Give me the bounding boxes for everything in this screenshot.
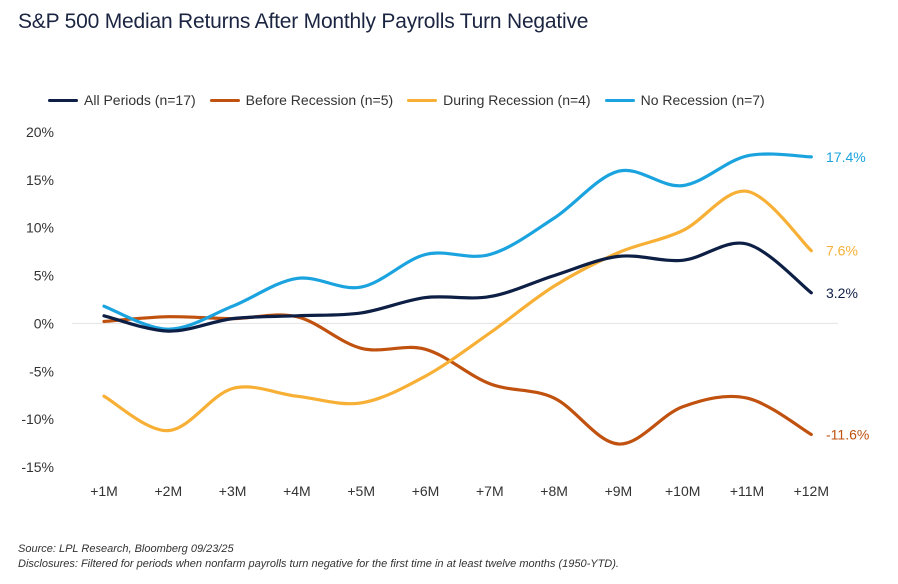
legend-swatch [209, 98, 240, 102]
x-tick-label: +8M [540, 483, 568, 499]
line-chart: 20% 15% 10% 5% 0% -5% -10% -15% +1M +2M +3M +4M +5M +… [21, 124, 869, 499]
y-tick-label: -5% [29, 363, 54, 379]
x-tick-label: +10M [665, 483, 700, 499]
legend-swatch [48, 98, 78, 102]
x-tick-label: +3M [219, 483, 247, 499]
end-value-label: -11.6% [826, 426, 869, 442]
y-tick-label: 20% [26, 124, 54, 140]
x-tick-label: +7M [476, 483, 504, 499]
series-line-1 [102, 313, 813, 446]
series-line-0 [102, 241, 813, 333]
end-value-label: 7.6% [826, 243, 858, 259]
disclosures-note: Disclosures: Filtered for periods when n… [18, 558, 619, 570]
legend-swatch [407, 98, 438, 102]
series-line-3 [102, 152, 813, 331]
legend: All Periods (n=17) Before Recession (n=5)… [48, 92, 765, 108]
y-tick-label: 5% [34, 268, 54, 284]
x-tick-label: +6M [412, 483, 440, 499]
y-tick-label: 10% [26, 220, 54, 236]
x-tick-label: +2M [154, 483, 182, 499]
y-tick-label: -15% [21, 459, 54, 475]
legend-item: Before Recession (n=5) [209, 92, 394, 108]
end-value-label: 3.2% [826, 285, 858, 301]
x-tick-label: +9M [605, 483, 633, 499]
x-tick-label: +12M [794, 483, 829, 499]
legend-label: All Periods (n=17) [84, 92, 196, 108]
y-tick-label: -10% [21, 411, 54, 427]
legend-label: Before Recession (n=5) [245, 92, 394, 108]
end-value-label: 17.4% [826, 149, 866, 165]
y-tick-label: 0% [34, 315, 54, 331]
chart-title: S&P 500 Median Returns After Monthly Pay… [18, 10, 589, 33]
legend-item: No Recession (n=7) [604, 92, 765, 108]
legend-item: During Recession (n=4) [407, 92, 591, 108]
legend-swatch [604, 98, 635, 102]
x-tick-label: +11M [730, 483, 764, 499]
legend-item: All Periods (n=17) [48, 92, 196, 108]
y-tick-label: 15% [26, 172, 54, 188]
x-tick-label: +5M [347, 483, 375, 499]
x-tick-label: +4M [283, 483, 311, 499]
legend-label: No Recession (n=7) [640, 92, 765, 108]
series-line-2 [102, 189, 813, 433]
x-tick-label: +1M [90, 483, 118, 499]
legend-label: During Recession (n=4) [443, 92, 591, 108]
source-note: Source: LPL Research, Bloomberg 09/23/25 [18, 543, 234, 555]
